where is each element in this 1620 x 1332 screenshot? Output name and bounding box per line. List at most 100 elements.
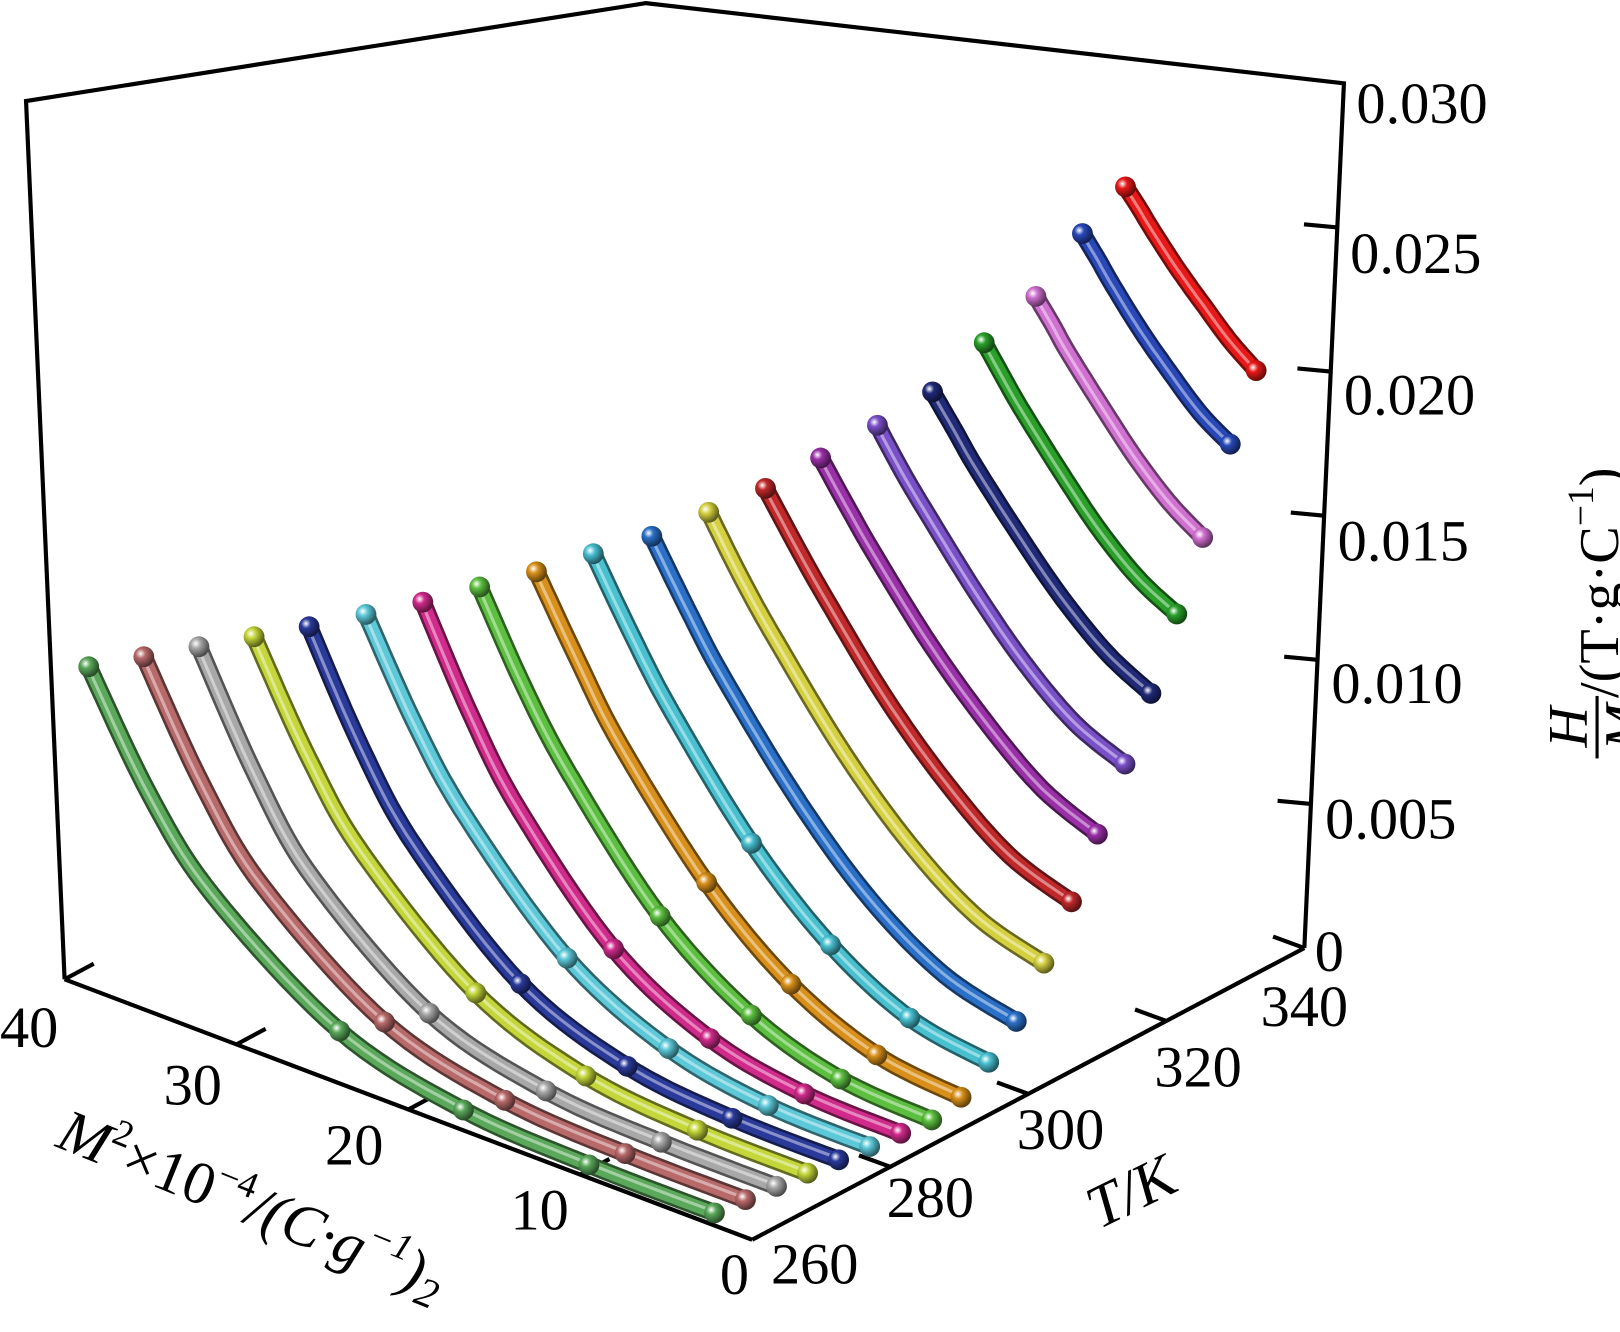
- data-point: [641, 525, 663, 547]
- y-tick-label: 320: [1154, 1035, 1242, 1100]
- y-tick-mark: [996, 1080, 1029, 1096]
- data-point: [921, 1109, 943, 1131]
- z-axis-title: H M /(T·g·C−1): [1538, 468, 1620, 759]
- data-point: [687, 1119, 708, 1141]
- series-tube-highlight: [1121, 183, 1256, 371]
- data-point: [578, 1154, 600, 1176]
- y-tick-labels: 260 280 300 320 340: [771, 974, 1348, 1296]
- data-point: [188, 636, 210, 658]
- data-point: [616, 1055, 638, 1077]
- data-point: [658, 1038, 679, 1059]
- series-T266: [133, 646, 756, 1211]
- data-point: [649, 905, 671, 927]
- data-point: [1072, 223, 1093, 244]
- series-T330: [1025, 285, 1214, 548]
- data-point: [735, 1189, 756, 1211]
- data-point: [355, 604, 377, 625]
- series-T274: [243, 626, 818, 1184]
- y-tick-mark: [858, 1153, 891, 1169]
- data-point: [494, 1089, 516, 1111]
- back-frame: [23, 1, 1347, 980]
- axis-ticks: [63, 222, 1338, 1177]
- data-point: [1166, 603, 1188, 625]
- z-tick-label: 0: [1315, 919, 1344, 984]
- data-point: [582, 543, 604, 565]
- z-tick-label: 0.025: [1350, 221, 1481, 286]
- series-tube-highlight: [873, 421, 1125, 764]
- x-tick-label: 30: [164, 1052, 222, 1117]
- y-tick-mark: [1134, 1007, 1168, 1023]
- data-point: [740, 1004, 762, 1026]
- data-point: [696, 872, 718, 893]
- data-point: [820, 934, 841, 956]
- z-axis-title-denominator: M: [1594, 701, 1620, 752]
- data-point: [453, 1099, 474, 1121]
- data-point: [757, 1095, 779, 1116]
- z-tick-label: 0.005: [1325, 787, 1456, 852]
- data-point: [614, 1143, 636, 1164]
- data-point: [243, 626, 265, 648]
- data-point: [1005, 1010, 1027, 1032]
- y-tick-label: 280: [887, 1165, 975, 1230]
- data-point: [1025, 285, 1047, 307]
- data-point: [1140, 682, 1162, 704]
- data-point: [465, 982, 487, 1004]
- series-tube-highlight: [1078, 229, 1230, 444]
- series-T318: [867, 414, 1136, 775]
- data-point: [603, 938, 625, 960]
- x-tick-label: 40: [0, 995, 58, 1060]
- z-tick-mark: [1303, 222, 1338, 230]
- data-point: [922, 381, 943, 403]
- y-tick-label: 340: [1261, 974, 1349, 1039]
- series-T306: [698, 501, 1055, 974]
- series-tube-highlight: [816, 454, 1097, 834]
- data-point: [556, 947, 578, 969]
- data-point: [797, 1162, 818, 1184]
- series-T298: [582, 543, 1000, 1073]
- data-point: [810, 447, 832, 469]
- data-point: [973, 332, 995, 354]
- series-tube-highlight: [979, 339, 1177, 614]
- z-axis-title-numerator: H: [1538, 703, 1600, 748]
- series-T278: [298, 616, 850, 1171]
- data-point: [780, 973, 802, 995]
- data-point: [510, 973, 532, 995]
- data-point: [1033, 952, 1055, 974]
- data-point: [703, 1202, 725, 1224]
- data-point: [794, 1083, 815, 1105]
- z-tick-label: 0.015: [1338, 508, 1469, 573]
- series-T286: [412, 591, 912, 1144]
- data-point: [329, 1020, 351, 1042]
- data-point: [133, 646, 155, 668]
- series-T302: [641, 525, 1027, 1032]
- z-tick-label: 0.020: [1344, 363, 1475, 428]
- data-point: [526, 561, 547, 583]
- series-tube-highlight: [928, 388, 1151, 693]
- data-point: [1245, 360, 1267, 381]
- data-point: [78, 656, 100, 678]
- data-point: [650, 1131, 672, 1153]
- series-tube-highlight: [648, 532, 1016, 1021]
- series-tube-highlight: [705, 508, 1044, 963]
- series-T334: [1072, 223, 1241, 455]
- data-point: [412, 591, 434, 613]
- y-tick-mark: [1272, 934, 1306, 950]
- x-tick-label: 0: [720, 1242, 749, 1307]
- data-point: [899, 1007, 921, 1029]
- series-tube-highlight: [1032, 292, 1203, 537]
- y-tick-label: 260: [771, 1231, 859, 1296]
- series-T314: [810, 447, 1108, 845]
- z-tick-mark: [1283, 654, 1318, 662]
- data-point: [721, 1107, 743, 1129]
- series-T290: [469, 576, 943, 1131]
- z-tick-label: 0.030: [1356, 71, 1487, 136]
- data-point: [575, 1065, 597, 1087]
- data-point: [890, 1122, 912, 1144]
- data-point: [1115, 176, 1136, 198]
- data-point: [374, 1011, 395, 1033]
- data-point: [298, 616, 320, 638]
- data-point: [766, 1175, 787, 1197]
- data-point: [1192, 527, 1214, 548]
- series-T338: [1115, 176, 1267, 381]
